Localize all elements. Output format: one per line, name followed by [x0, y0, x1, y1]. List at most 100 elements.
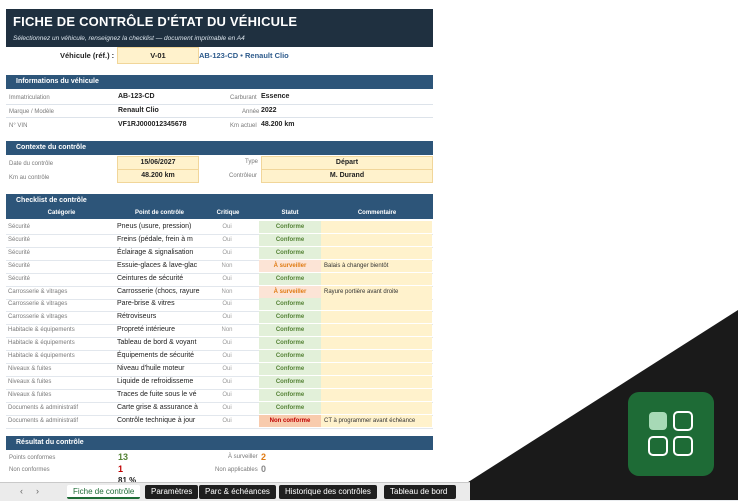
field-value[interactable]: VF1RJ000012345678 [118, 121, 187, 128]
section-context: Contexte du contrôle [6, 141, 433, 155]
critical-cell: Oui [222, 378, 232, 385]
result-label: Points conformes [9, 455, 56, 461]
tab-parc-echeances[interactable]: Parc & échéances [199, 485, 276, 499]
result-label: Non applicables [215, 467, 258, 473]
comment-cell[interactable] [321, 233, 432, 246]
status-cell[interactable]: Conforme [259, 350, 321, 362]
surveiller-count: 2 [261, 452, 267, 462]
control-point-cell: Éclairage & signalisation [117, 248, 194, 256]
grid-app-icon[interactable] [628, 392, 714, 476]
control-point-cell: Pare-brise & vitres [117, 300, 175, 308]
critical-cell: Oui [222, 224, 232, 230]
status-cell[interactable]: Non conforme [259, 414, 321, 427]
critical-cell: Oui [222, 340, 232, 347]
status-cell[interactable]: Conforme [259, 362, 321, 375]
comment-cell[interactable] [321, 246, 432, 259]
field-label: Km actuel [230, 123, 257, 129]
tab-parametres[interactable]: Paramètres [145, 485, 199, 499]
category-cell: Habitacle & équipements [8, 340, 75, 347]
table-row: Carrosserie & vitrages Pare-brise & vitre… [6, 298, 433, 313]
status-cell[interactable]: Conforme [259, 311, 321, 324]
status-cell[interactable]: Conforme [259, 221, 321, 233]
status-cell[interactable]: Conforme [259, 337, 321, 350]
control-point-cell: Freins (pédale, frein à m [117, 235, 193, 243]
status-cell[interactable]: Conforme [259, 375, 321, 388]
status-cell[interactable]: À surveiller [259, 259, 321, 272]
field-label: Type [245, 159, 259, 165]
comment-cell[interactable] [321, 311, 432, 324]
control-km-input[interactable]: 48.200 km [117, 169, 199, 183]
category-cell: Niveaux & fuites [8, 391, 52, 398]
tab-tableau-de-bord[interactable]: Tableau de bord [384, 485, 456, 499]
result-label: Non conformes [9, 467, 50, 473]
tab-next-button[interactable]: › [36, 486, 39, 496]
field-label: Marque / Modèle [9, 109, 55, 115]
comment-cell[interactable]: Rayure portière avant droite [321, 285, 432, 298]
conformes-count: 13 [118, 452, 129, 462]
controller-input[interactable]: M. Durand [261, 169, 433, 183]
page-subtitle: Sélectionnez un véhicule, renseignez la … [13, 35, 245, 42]
field-label: N° VIN [9, 123, 28, 129]
field-value[interactable]: Essence [261, 93, 290, 100]
comment-cell[interactable] [321, 324, 432, 337]
field-label: Km au contrôle [9, 175, 50, 181]
vehicle-plate: AB-123-CD [199, 51, 239, 60]
comment-cell[interactable]: Balais à changer bientôt [321, 259, 432, 272]
divider [6, 117, 433, 118]
na-count: 0 [261, 464, 267, 474]
critical-cell: Oui [222, 353, 232, 359]
comment-cell[interactable]: CT à programmer avant échéance [321, 414, 432, 427]
status-cell[interactable]: Conforme [259, 233, 321, 246]
control-point-cell: Contrôle technique à jour [117, 416, 196, 424]
status-cell[interactable]: Conforme [259, 272, 321, 285]
category-cell: Carrosserie & vitrages [8, 301, 68, 308]
critical-cell: Oui [222, 314, 232, 321]
table-row: Niveaux & fuites Liquide de refroidisseme… [6, 375, 433, 390]
field-label: Contrôleur [229, 173, 258, 179]
status-cell[interactable]: Conforme [259, 246, 321, 259]
category-cell: Habitacle & équipements [8, 353, 75, 359]
table-row: Sécurité Éclairage & signalisation Oui Conf… [6, 246, 433, 261]
result-label: À surveiller [228, 454, 258, 460]
control-point-cell: Ceintures de sécurité [117, 274, 184, 282]
checklist-header: Catégorie Point de contrôle Critique Sta… [6, 208, 433, 219]
comment-cell[interactable] [321, 401, 432, 414]
status-cell[interactable]: Conforme [259, 324, 321, 337]
status-cell[interactable]: Conforme [259, 298, 321, 311]
field-value[interactable]: Renault Clio [118, 107, 159, 114]
critical-cell: Oui [222, 365, 232, 372]
comment-cell[interactable] [321, 221, 432, 233]
header-banner: FICHE DE CONTRÔLE D'ÉTAT DU VÉHICULE Sél… [6, 9, 433, 47]
comment-cell[interactable] [321, 298, 432, 311]
comment-cell[interactable] [321, 337, 432, 350]
column-header: Point de contrôle [134, 210, 184, 216]
vehicle-select-input[interactable]: V-01 [117, 47, 199, 64]
column-header: Statut [281, 210, 299, 216]
comment-cell[interactable] [321, 388, 432, 401]
comment-cell[interactable] [321, 350, 432, 362]
table-row: Sécurité Ceintures de sécurité Oui Conforme [6, 272, 433, 287]
comment-cell[interactable] [321, 272, 432, 285]
category-cell: Sécurité [8, 262, 31, 269]
field-label: Année [242, 109, 260, 115]
comment-cell[interactable] [321, 375, 432, 388]
control-point-cell: Niveau d'huile moteur [117, 364, 185, 372]
field-value[interactable]: 48.200 km [261, 121, 295, 128]
field-label: Immatriculation [9, 95, 50, 101]
critical-cell: Oui [222, 404, 232, 411]
tab-fiche-controle[interactable]: Fiche de contrôle [67, 485, 141, 499]
category-cell: Niveaux & fuites [8, 378, 52, 385]
field-label: Date du contrôle [9, 161, 54, 167]
status-cell[interactable]: Conforme [259, 401, 321, 414]
field-label: Carburant [230, 95, 257, 101]
status-cell[interactable]: À surveiller [259, 285, 321, 298]
section-result: Résultat du contrôle [6, 436, 433, 450]
field-value[interactable]: 2022 [261, 107, 277, 114]
field-value[interactable]: AB-123-CD [118, 93, 155, 100]
tab-prev-button[interactable]: ‹ [20, 486, 23, 496]
tab-historique[interactable]: Historique des contrôles [279, 485, 377, 499]
comment-cell[interactable] [321, 362, 432, 375]
status-cell[interactable]: Conforme [259, 388, 321, 401]
